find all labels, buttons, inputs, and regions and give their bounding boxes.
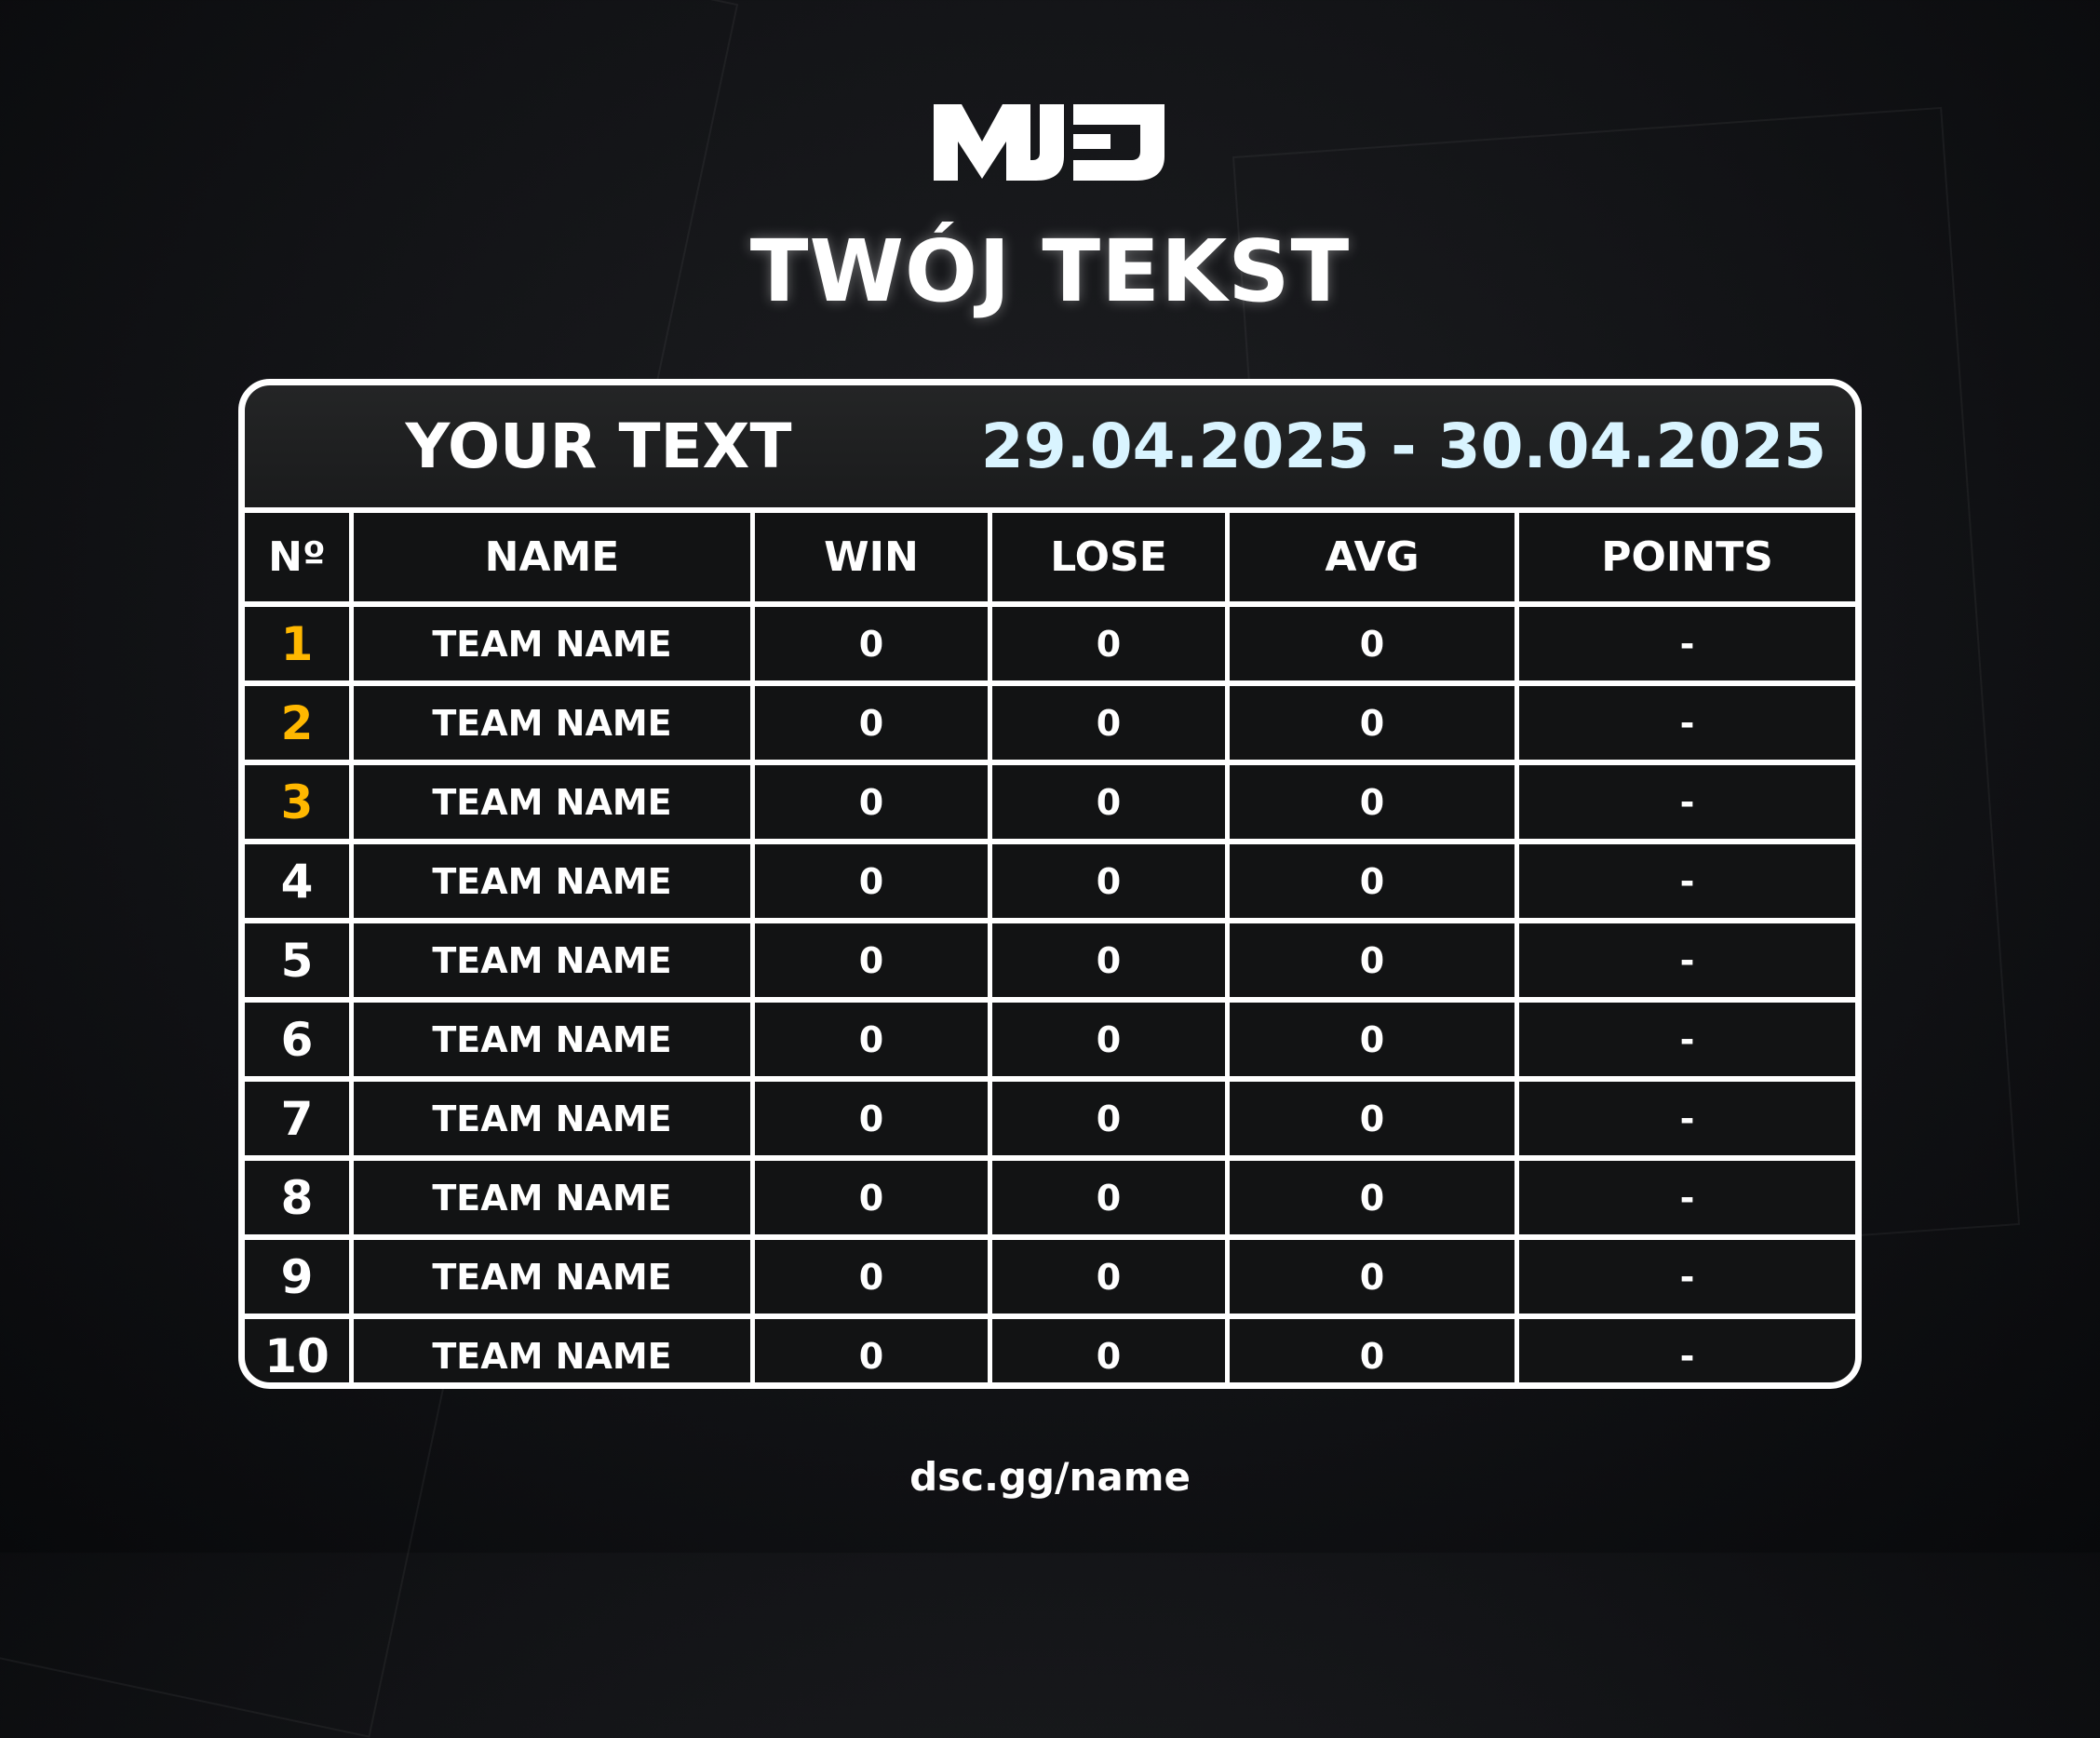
row-6-lose: 0: [992, 1003, 1225, 1076]
row-3-rank: 3: [245, 765, 349, 839]
row-2-rank: 2: [245, 686, 349, 760]
row-5-win: 0: [755, 923, 988, 997]
row-7-name: TEAM NAME: [354, 1082, 750, 1155]
row-4-avg: 0: [1230, 844, 1514, 918]
row-9-name: TEAM NAME: [354, 1240, 750, 1314]
row-9-lose: 0: [992, 1240, 1225, 1314]
mjeu-logo: [934, 104, 1164, 181]
row-7-avg: 0: [1230, 1082, 1514, 1155]
row-3-avg: 0: [1230, 765, 1514, 839]
page-title: TWÓJ TEKST: [749, 222, 1351, 321]
discord-link: dsc.gg/name: [909, 1454, 1191, 1500]
row-2-name: TEAM NAME: [354, 686, 750, 760]
row-5-lose: 0: [992, 923, 1225, 997]
column-header-number: Nº: [245, 513, 349, 601]
row-9-avg: 0: [1230, 1240, 1514, 1314]
row-1-name: TEAM NAME: [354, 607, 750, 680]
column-header-points: POINTS: [1519, 513, 1855, 601]
row-10-avg: 0: [1230, 1319, 1514, 1382]
banner-text: YOUR TEXT: [405, 411, 792, 482]
row-4-rank: 4: [245, 844, 349, 918]
row-6-rank: 6: [245, 1003, 349, 1076]
row-7-win: 0: [755, 1082, 988, 1155]
row-1-rank: 1: [245, 607, 349, 680]
row-1-win: 0: [755, 607, 988, 680]
row-10-name: TEAM NAME: [354, 1319, 750, 1382]
row-2-win: 0: [755, 686, 988, 760]
row-3-win: 0: [755, 765, 988, 839]
row-8-name: TEAM NAME: [354, 1161, 750, 1234]
standings-table: YOUR TEXT 29.04.2025 - 30.04.2025 Nº NAM…: [238, 379, 1862, 1389]
table-grid: Nº NAME WIN LOSE AVG POINTS 1 TEAM NAME 0 0…: [245, 513, 1855, 1382]
row-2-lose: 0: [992, 686, 1225, 760]
row-8-rank: 8: [245, 1161, 349, 1234]
row-10-rank: 10: [245, 1319, 349, 1382]
row-6-points: -: [1519, 1003, 1855, 1076]
row-2-points: -: [1519, 686, 1855, 760]
row-4-name: TEAM NAME: [354, 844, 750, 918]
row-9-points: -: [1519, 1240, 1855, 1314]
row-1-points: -: [1519, 607, 1855, 680]
row-3-lose: 0: [992, 765, 1225, 839]
row-7-lose: 0: [992, 1082, 1225, 1155]
row-9-win: 0: [755, 1240, 988, 1314]
row-4-lose: 0: [992, 844, 1225, 918]
row-4-win: 0: [755, 844, 988, 918]
row-1-avg: 0: [1230, 607, 1514, 680]
column-header-lose: LOSE: [992, 513, 1225, 601]
row-4-points: -: [1519, 844, 1855, 918]
row-2-avg: 0: [1230, 686, 1514, 760]
row-7-points: -: [1519, 1082, 1855, 1155]
row-3-points: -: [1519, 765, 1855, 839]
row-3-name: TEAM NAME: [354, 765, 750, 839]
row-8-points: -: [1519, 1161, 1855, 1234]
row-10-lose: 0: [992, 1319, 1225, 1382]
row-5-rank: 5: [245, 923, 349, 997]
row-9-rank: 9: [245, 1240, 349, 1314]
row-1-lose: 0: [992, 607, 1225, 680]
row-10-win: 0: [755, 1319, 988, 1382]
row-5-points: -: [1519, 923, 1855, 997]
table-banner: YOUR TEXT 29.04.2025 - 30.04.2025: [245, 385, 1855, 507]
row-6-avg: 0: [1230, 1003, 1514, 1076]
date-range: 29.04.2025 - 30.04.2025: [980, 411, 1827, 482]
row-8-avg: 0: [1230, 1161, 1514, 1234]
row-10-points: -: [1519, 1319, 1855, 1382]
row-6-win: 0: [755, 1003, 988, 1076]
column-header-avg: AVG: [1230, 513, 1514, 601]
row-7-rank: 7: [245, 1082, 349, 1155]
row-8-lose: 0: [992, 1161, 1225, 1234]
row-5-name: TEAM NAME: [354, 923, 750, 997]
row-5-avg: 0: [1230, 923, 1514, 997]
row-6-name: TEAM NAME: [354, 1003, 750, 1076]
column-header-name: NAME: [354, 513, 750, 601]
column-header-win: WIN: [755, 513, 988, 601]
row-8-win: 0: [755, 1161, 988, 1234]
